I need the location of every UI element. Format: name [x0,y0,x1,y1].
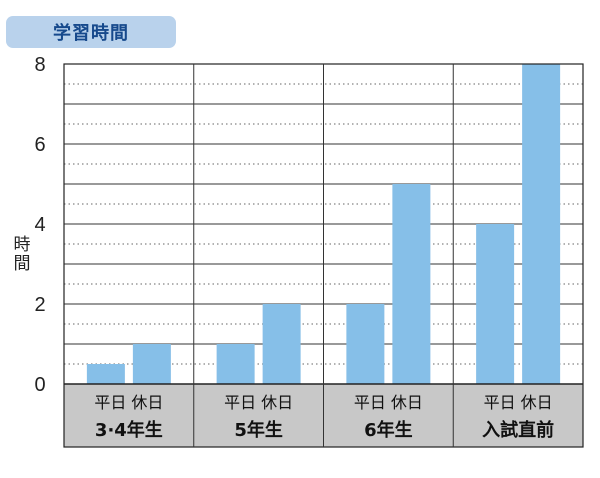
day-type-labels: 平日 休日 [354,393,423,412]
day-type-labels: 平日 休日 [94,393,163,412]
chart-title: 学習時間 [53,23,129,44]
y-axis-label-char: 間 [14,254,31,274]
bar-holiday [132,344,171,384]
bars [86,64,561,384]
day-type-labels: 平日 休日 [484,393,553,412]
bar-weekday [216,344,255,384]
bar-weekday [86,364,125,384]
bar-holiday [392,184,431,384]
y-tick-label: 4 [34,214,45,236]
chart-title-badge: 学習時間 [6,16,176,48]
day-type-labels: 平日 休日 [224,393,293,412]
y-tick-label: 6 [34,134,45,156]
y-tick-label: 0 [34,374,45,396]
bar-holiday [262,304,301,384]
group-label: 3·4年生 [95,419,163,441]
y-axis-label-char: 時 [14,235,31,255]
group-label: 6年生 [364,419,413,441]
y-axis-label: 時間 [14,235,31,274]
bar-holiday [522,64,561,384]
y-tick-label: 8 [34,54,45,76]
bar-weekday [346,304,385,384]
y-axis-ticks: 0 2 4 6 8 [34,54,45,396]
group-label: 5年生 [234,419,283,441]
group-label: 入試直前 [482,419,554,441]
bar-weekday [476,224,515,384]
y-tick-label: 2 [34,294,45,316]
chart-frame [63,63,584,448]
